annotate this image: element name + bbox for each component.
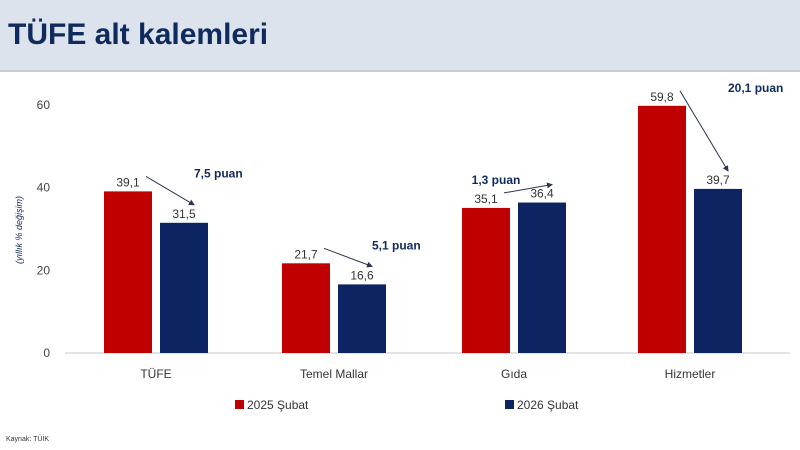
bar-2025 <box>104 191 152 353</box>
legend-label: 2025 Şubat <box>247 398 309 412</box>
change-annotation: 5,1 puan <box>372 238 421 252</box>
y-tick-label: 20 <box>37 263 51 277</box>
legend-swatch <box>235 400 244 409</box>
y-axis-label: (yıllık % değişim) <box>14 196 24 264</box>
legend-label: 2026 Şubat <box>517 398 579 412</box>
y-tick-label: 60 <box>37 98 51 112</box>
bar-2026 <box>338 284 386 353</box>
x-tick-label: Gıda <box>501 367 527 381</box>
data-label: 59,8 <box>650 90 674 104</box>
data-label: 35,1 <box>474 192 498 206</box>
data-label: 39,1 <box>116 175 140 189</box>
change-arrow <box>503 182 553 194</box>
change-annotation: 7,5 puan <box>194 166 243 180</box>
change-arrow <box>323 247 373 268</box>
page-title: TÜFE alt kalemleri <box>8 18 269 51</box>
bar-2026 <box>160 222 208 353</box>
y-tick-label: 40 <box>37 181 51 195</box>
data-label: 21,7 <box>294 247 318 261</box>
bar-2026 <box>694 188 742 353</box>
data-label: 31,5 <box>172 207 196 221</box>
x-tick-label: TÜFE <box>140 367 171 381</box>
y-tick-label: 0 <box>43 346 50 360</box>
change-arrow <box>679 90 729 172</box>
change-arrow <box>145 175 195 206</box>
x-tick-label: Temel Mallar <box>300 367 368 381</box>
bar-2026 <box>518 202 566 353</box>
change-annotation: 1,3 puan <box>472 173 521 187</box>
x-tick-label: Hizmetler <box>665 367 716 381</box>
source-note: Kaynak: TÜİK <box>6 436 50 443</box>
legend-swatch <box>505 400 514 409</box>
data-label: 39,7 <box>706 173 730 187</box>
bar-2025 <box>462 207 510 353</box>
data-label: 36,4 <box>530 187 554 201</box>
header-band <box>0 0 800 72</box>
change-annotation: 20,1 puan <box>728 81 783 95</box>
bar-2025 <box>282 263 330 353</box>
data-label: 16,6 <box>350 268 374 282</box>
bar-2025 <box>638 105 686 354</box>
